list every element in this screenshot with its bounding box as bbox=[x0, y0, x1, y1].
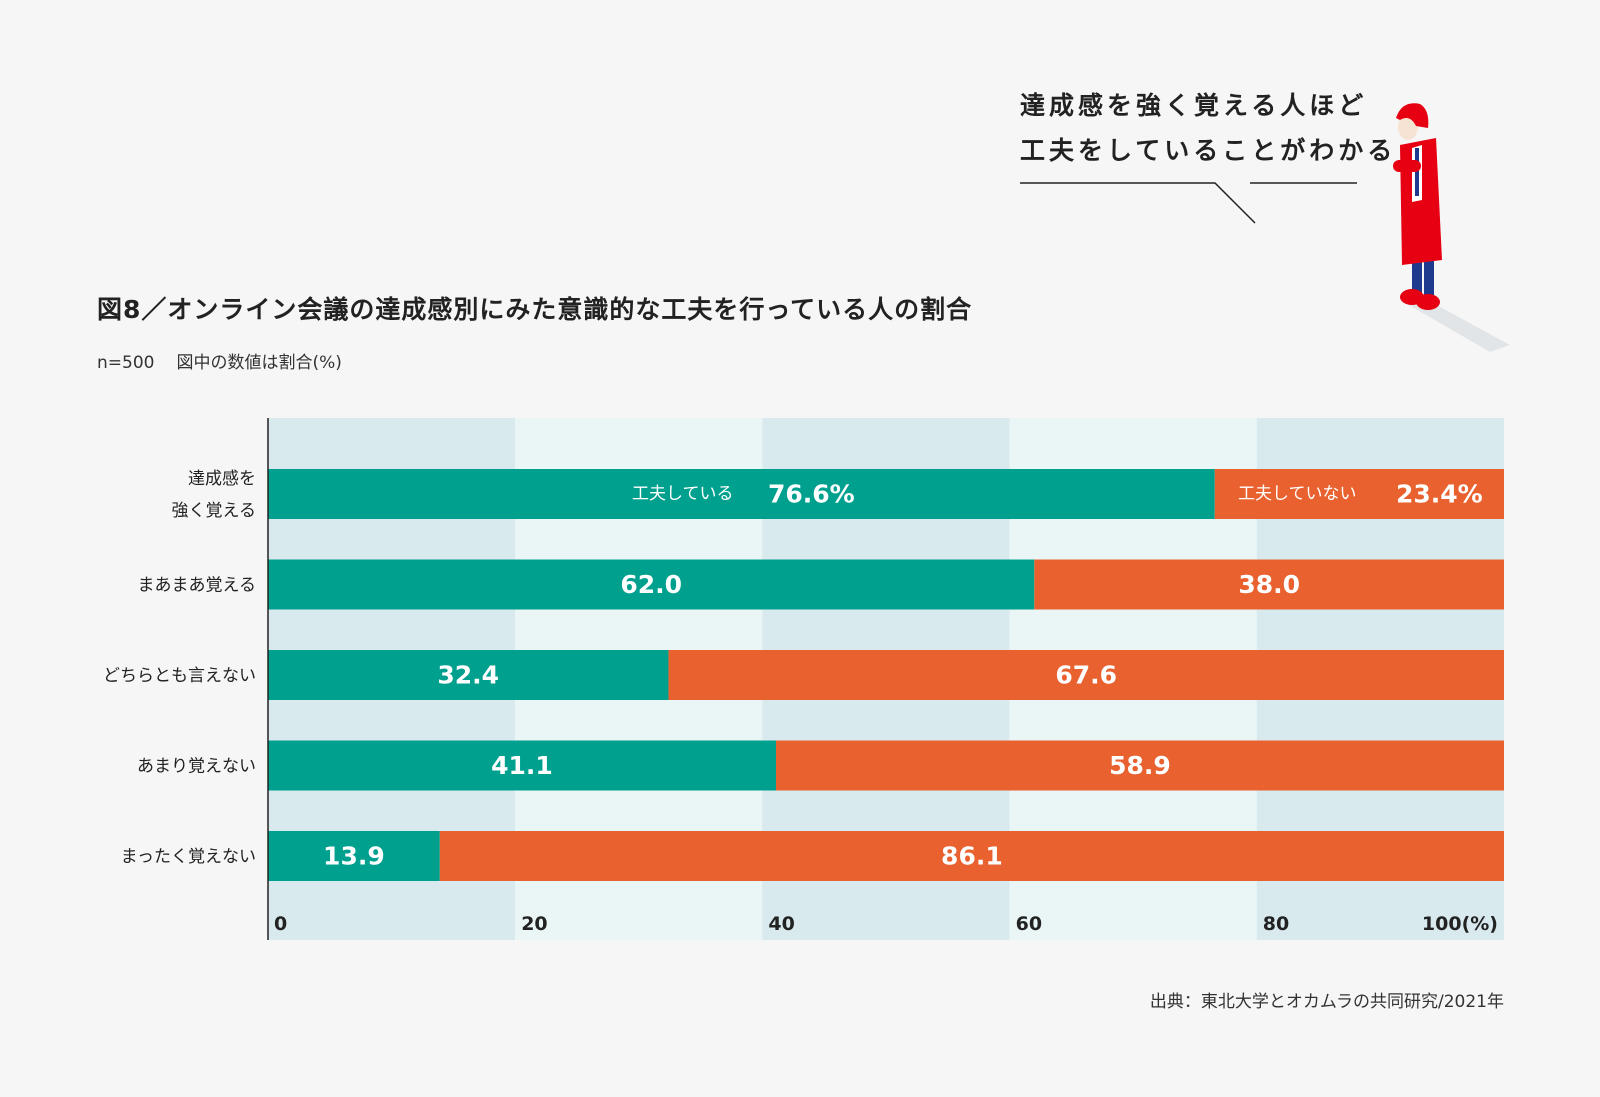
leg-left bbox=[1412, 255, 1422, 297]
bar-segment bbox=[775, 740, 1504, 791]
bar-segment bbox=[268, 559, 1035, 610]
hair bbox=[1396, 103, 1429, 128]
shadow bbox=[1400, 296, 1510, 352]
callout-line-2: 工夫をしていることがわかる bbox=[1020, 136, 1397, 165]
category-label: まったく覚えない bbox=[121, 847, 256, 867]
legend-label: 工夫している bbox=[632, 484, 734, 504]
category-label-line: あまり覚えない bbox=[137, 757, 256, 777]
x-tick-label: 0 bbox=[274, 913, 287, 935]
x-tick-label: 60 bbox=[1016, 913, 1042, 935]
person-illustration bbox=[1393, 103, 1510, 352]
chart-title: 図8／オンライン会議の達成感別にみた意識的な工夫を行っている人の割合 bbox=[97, 295, 973, 324]
bar-segment bbox=[439, 831, 1505, 881]
value-label: 23.4% bbox=[1396, 480, 1483, 509]
bar-segment bbox=[1034, 559, 1504, 610]
legend-label: 工夫していない bbox=[1238, 484, 1357, 504]
value-label: 41.1 bbox=[491, 751, 553, 780]
bars: 76.6% 工夫している 23.4% 工夫していない 62.0 38.0 32.4 67.6 4… bbox=[268, 469, 1505, 881]
value-note: 図中の数値は割合(%) bbox=[176, 353, 342, 373]
x-tick-labels: 0 20 40 60 80 100(%) bbox=[274, 913, 1498, 935]
value-label: 32.4 bbox=[437, 661, 499, 690]
bar-segment bbox=[668, 650, 1504, 700]
bar-segment bbox=[268, 469, 1215, 519]
source-credit: 出典：東北大学とオカムラの共同研究/2021年 bbox=[1149, 992, 1504, 1012]
tie bbox=[1415, 148, 1419, 196]
category-label-line: まあまあ覚える bbox=[138, 576, 257, 596]
value-label: 58.9 bbox=[1109, 751, 1171, 780]
category-label: 達成感を強く覚える bbox=[172, 469, 257, 521]
speech-bubble-tail bbox=[1020, 182, 1357, 224]
category-label-line: どちらとも言えない bbox=[103, 666, 256, 686]
bar-segment bbox=[268, 831, 440, 881]
value-label: 86.1 bbox=[941, 842, 1003, 871]
x-tick-label: 100(%) bbox=[1422, 913, 1498, 935]
category-label-line: 強く覚える bbox=[172, 501, 257, 521]
value-label: 13.9 bbox=[323, 842, 385, 871]
category-label: まあまあ覚える bbox=[138, 576, 257, 596]
value-label: 38.0 bbox=[1238, 570, 1300, 599]
arm bbox=[1393, 160, 1421, 172]
speech-bubble-line-left bbox=[1020, 182, 1256, 224]
bar-segment bbox=[268, 650, 669, 700]
chart-subtitle: n=500 図中の数値は割合(%) bbox=[97, 348, 342, 373]
callout-line-1: 達成感を強く覚える人ほど bbox=[1020, 91, 1368, 120]
x-tick-label: 40 bbox=[768, 913, 794, 935]
category-label-line: 達成感を bbox=[188, 469, 256, 489]
leg-right bbox=[1424, 258, 1434, 300]
bar-segment bbox=[1214, 469, 1504, 519]
category-label-line: まったく覚えない bbox=[121, 847, 256, 867]
value-label: 67.6 bbox=[1055, 661, 1117, 690]
value-label: 62.0 bbox=[620, 570, 682, 599]
x-tick-label: 80 bbox=[1263, 913, 1289, 935]
sample-size: n=500 bbox=[97, 353, 155, 373]
bar-segment bbox=[268, 740, 776, 791]
value-label: 76.6% bbox=[768, 480, 855, 509]
category-label: あまり覚えない bbox=[137, 757, 256, 777]
shoe-right bbox=[1416, 294, 1440, 310]
category-label: どちらとも言えない bbox=[103, 666, 256, 686]
x-tick-label: 20 bbox=[521, 913, 547, 935]
